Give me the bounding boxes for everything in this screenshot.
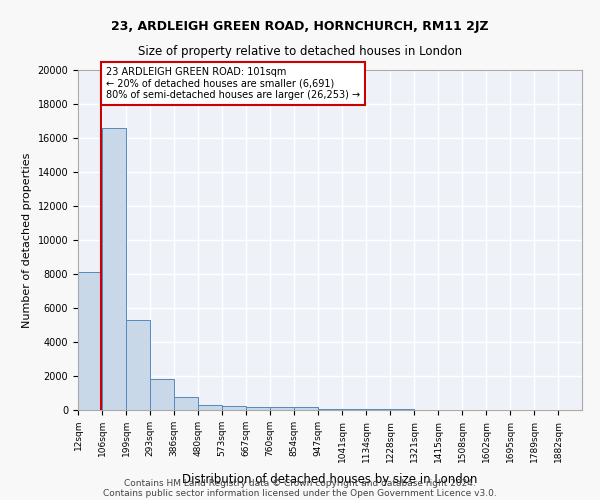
Bar [342,409,366,410]
Bar [150,380,174,410]
X-axis label: Distribution of detached houses by size in London: Distribution of detached houses by size … [182,473,478,486]
Bar [198,405,222,410]
Bar [126,320,150,410]
Bar [102,128,126,410]
Text: 23, ARDLEIGH GREEN ROAD, HORNCHURCH, RM11 2JZ: 23, ARDLEIGH GREEN ROAD, HORNCHURCH, RM1… [111,20,489,33]
Bar [270,407,294,410]
Text: Contains public sector information licensed under the Open Government Licence v3: Contains public sector information licen… [103,488,497,498]
Bar [294,408,318,410]
Y-axis label: Number of detached properties: Number of detached properties [22,152,32,328]
Text: Contains HM Land Registry data © Crown copyright and database right 2024.: Contains HM Land Registry data © Crown c… [124,478,476,488]
Text: 23 ARDLEIGH GREEN ROAD: 101sqm
← 20% of detached houses are smaller (6,691)
80% : 23 ARDLEIGH GREEN ROAD: 101sqm ← 20% of … [106,67,360,100]
Bar [174,397,198,410]
Bar [318,408,342,410]
Text: Size of property relative to detached houses in London: Size of property relative to detached ho… [138,45,462,58]
Bar [78,272,102,410]
Bar [222,406,246,410]
Bar [246,406,270,410]
